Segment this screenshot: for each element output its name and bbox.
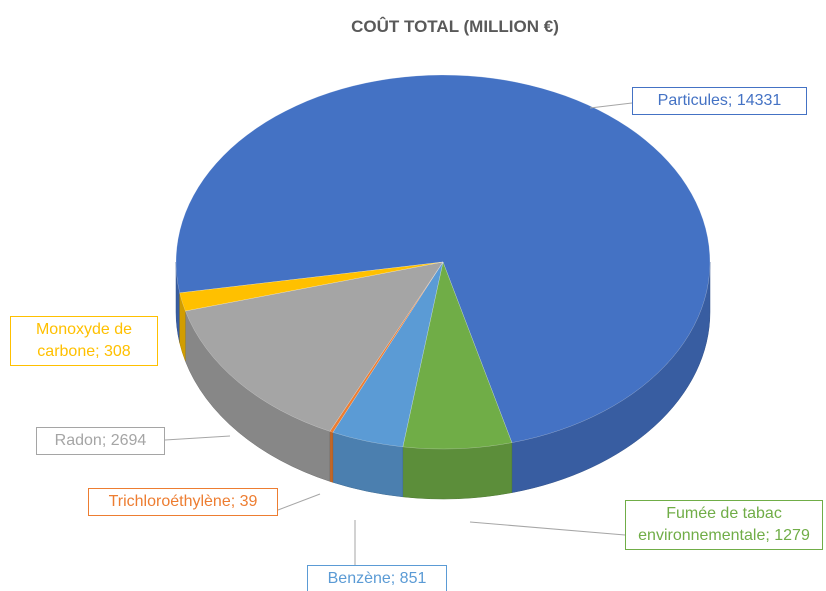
slice	[332, 261, 444, 448]
chart-title: COÛT TOTAL (MILLION €)	[351, 17, 559, 36]
data-label: Benzène; 851	[307, 565, 447, 591]
slice	[329, 261, 444, 433]
slice	[179, 261, 444, 312]
data-label: Trichloroéthylène; 39	[88, 488, 278, 516]
leader-line	[469, 521, 626, 536]
leader-line	[164, 435, 231, 441]
data-label: Fumée de tabac environnementale; 1279	[625, 500, 823, 550]
data-label: Radon; 2694	[36, 427, 165, 455]
slice	[184, 261, 444, 432]
data-label: Monoxyde de carbone; 308	[10, 316, 158, 366]
slice	[175, 74, 711, 443]
leader-line	[277, 493, 321, 511]
slice-side	[402, 442, 513, 500]
data-label: Particules; 14331	[632, 87, 807, 115]
slice	[402, 261, 513, 450]
slice-side	[329, 431, 334, 483]
leader-line	[589, 102, 633, 109]
